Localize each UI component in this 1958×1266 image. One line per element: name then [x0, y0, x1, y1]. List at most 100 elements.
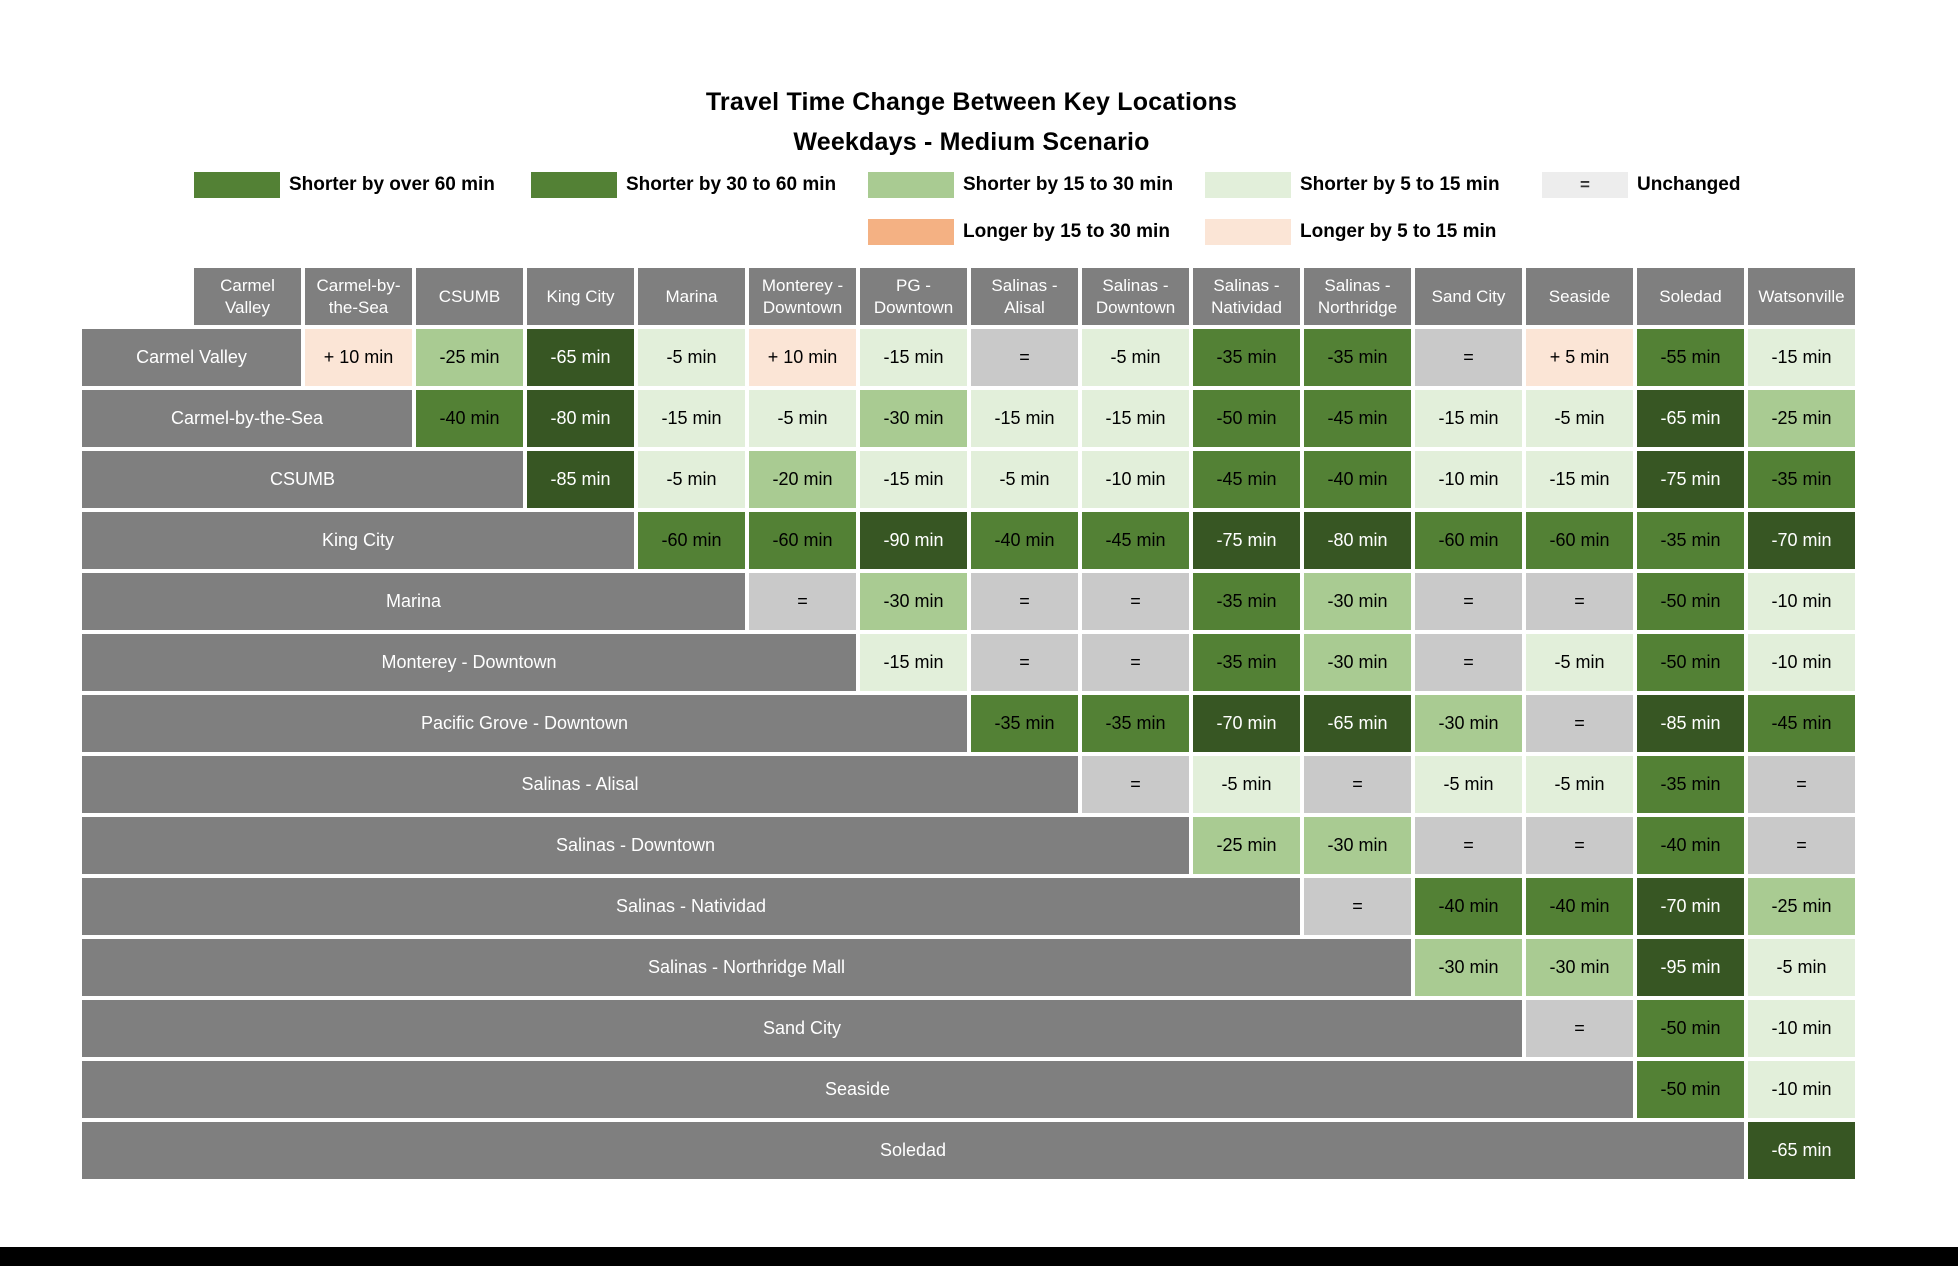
legend-label: Longer by 15 to 30 min: [963, 221, 1170, 242]
matrix-cell: -15 min: [860, 451, 967, 508]
legend-item-shorter-over-60: Shorter by over 60 min: [194, 172, 531, 198]
legend-swatch-unchanged: =: [1542, 172, 1628, 198]
row-header: Salinas - Northridge Mall: [82, 939, 1411, 996]
matrix-cell: -75 min: [1193, 512, 1300, 569]
matrix-cell: + 5 min: [1526, 329, 1633, 386]
legend-label: Shorter by 30 to 60 min: [626, 174, 837, 195]
matrix-cell: -35 min: [1748, 451, 1855, 508]
column-header: Salinas - Natividad: [1193, 268, 1300, 325]
column-header: King City: [527, 268, 634, 325]
matrix-cell: -50 min: [1193, 390, 1300, 447]
matrix-cell: -5 min: [1082, 329, 1189, 386]
matrix-cell: -5 min: [1526, 634, 1633, 691]
column-header: Monterey - Downtown: [749, 268, 856, 325]
column-header: Salinas - Northridge: [1304, 268, 1411, 325]
legend-item-unchanged: = Unchanged: [1542, 172, 1879, 198]
matrix-cell: -15 min: [860, 634, 967, 691]
matrix-cell: -10 min: [1748, 1061, 1855, 1118]
matrix-cell: -15 min: [971, 390, 1078, 447]
legend-item-shorter-5-15: Shorter by 5 to 15 min: [1205, 172, 1542, 198]
row-header: Marina: [82, 573, 745, 630]
chart-title-block: Travel Time Change Between Key Locations…: [82, 82, 1861, 162]
matrix-cell: =: [1304, 756, 1411, 813]
matrix-cell: -55 min: [1637, 329, 1744, 386]
matrix-cell: -60 min: [1526, 512, 1633, 569]
row-header: Monterey - Downtown: [82, 634, 856, 691]
matrix-cell: -30 min: [860, 390, 967, 447]
matrix-cell: -10 min: [1415, 451, 1522, 508]
matrix-cell: -30 min: [1304, 573, 1411, 630]
column-header: Marina: [638, 268, 745, 325]
matrix-cell: -65 min: [1304, 695, 1411, 752]
column-header: CSUMB: [416, 268, 523, 325]
matrix-cell: -35 min: [1637, 756, 1744, 813]
matrix-cell: -40 min: [1637, 817, 1744, 874]
matrix-cell: -5 min: [1193, 756, 1300, 813]
matrix-cell: =: [749, 573, 856, 630]
matrix-cell: -5 min: [1526, 756, 1633, 813]
matrix-cell: -85 min: [527, 451, 634, 508]
matrix-cell: + 10 min: [305, 329, 412, 386]
matrix-cell: -35 min: [971, 695, 1078, 752]
matrix-cell: -80 min: [1304, 512, 1411, 569]
matrix-cell: =: [1526, 817, 1633, 874]
column-header: Carmel Valley: [194, 268, 301, 325]
matrix-cell: =: [971, 634, 1078, 691]
column-header: Soledad: [1637, 268, 1744, 325]
matrix-cell: -65 min: [1637, 390, 1744, 447]
matrix-cell: -15 min: [1748, 329, 1855, 386]
row-header: Carmel-by-the-Sea: [82, 390, 412, 447]
matrix-cell: -45 min: [1193, 451, 1300, 508]
window-bottom-edge: [0, 1247, 1958, 1266]
matrix-cell: -30 min: [1526, 939, 1633, 996]
legend-label: Shorter by 5 to 15 min: [1300, 174, 1500, 195]
column-header: Watsonville: [1748, 268, 1855, 325]
row-header: Carmel Valley: [82, 329, 301, 386]
legend-item-shorter-15-30: Shorter by 15 to 30 min: [868, 172, 1205, 198]
matrix-cell: =: [1082, 756, 1189, 813]
matrix-cell: -30 min: [860, 573, 967, 630]
corner-spacer: [82, 268, 190, 325]
matrix-cell: =: [971, 573, 1078, 630]
legend-swatch-shorter-over-60: [194, 172, 280, 198]
matrix-cell: =: [1082, 573, 1189, 630]
matrix-cell: -90 min: [860, 512, 967, 569]
chart-subtitle: Weekdays - Medium Scenario: [793, 128, 1150, 156]
matrix-cell: -5 min: [1748, 939, 1855, 996]
matrix-cell: -30 min: [1304, 817, 1411, 874]
legend-label: Shorter by 15 to 30 min: [963, 174, 1174, 195]
matrix-cell: =: [1526, 1000, 1633, 1057]
matrix-cell: =: [971, 329, 1078, 386]
legend-swatch-longer-5-15: [1205, 219, 1291, 245]
matrix-cell: -30 min: [1415, 695, 1522, 752]
matrix-cell: -5 min: [638, 451, 745, 508]
matrix-cell: + 10 min: [749, 329, 856, 386]
matrix-cell: -80 min: [527, 390, 634, 447]
matrix-cell: -65 min: [527, 329, 634, 386]
matrix-cell: -70 min: [1193, 695, 1300, 752]
matrix-cell: -60 min: [638, 512, 745, 569]
legend-swatch-shorter-15-30: [868, 172, 954, 198]
matrix-cell: -25 min: [1193, 817, 1300, 874]
matrix-cell: -5 min: [638, 329, 745, 386]
row-header: Sand City: [82, 1000, 1522, 1057]
matrix-cell: -70 min: [1748, 512, 1855, 569]
matrix-cell: -15 min: [638, 390, 745, 447]
row-header: Salinas - Downtown: [82, 817, 1189, 874]
legend-item-shorter-30-60: Shorter by 30 to 60 min: [531, 172, 868, 198]
legend-label: Unchanged: [1637, 174, 1741, 195]
row-header: Pacific Grove - Downtown: [82, 695, 967, 752]
column-header: Salinas - Downtown: [1082, 268, 1189, 325]
matrix-cell: -35 min: [1637, 512, 1744, 569]
matrix-cell: -95 min: [1637, 939, 1744, 996]
legend-swatch-shorter-30-60: [531, 172, 617, 198]
matrix-cell: -70 min: [1637, 878, 1744, 935]
legend-item-longer-5-15: Longer by 5 to 15 min: [1205, 219, 1542, 245]
matrix-cell: =: [1748, 817, 1855, 874]
matrix-cell: =: [1415, 634, 1522, 691]
matrix-cell: -10 min: [1748, 1000, 1855, 1057]
column-header: Sand City: [1415, 268, 1522, 325]
matrix-cell: -60 min: [749, 512, 856, 569]
matrix-cell: -50 min: [1637, 1061, 1744, 1118]
column-header: Carmel-by-the-Sea: [305, 268, 412, 325]
